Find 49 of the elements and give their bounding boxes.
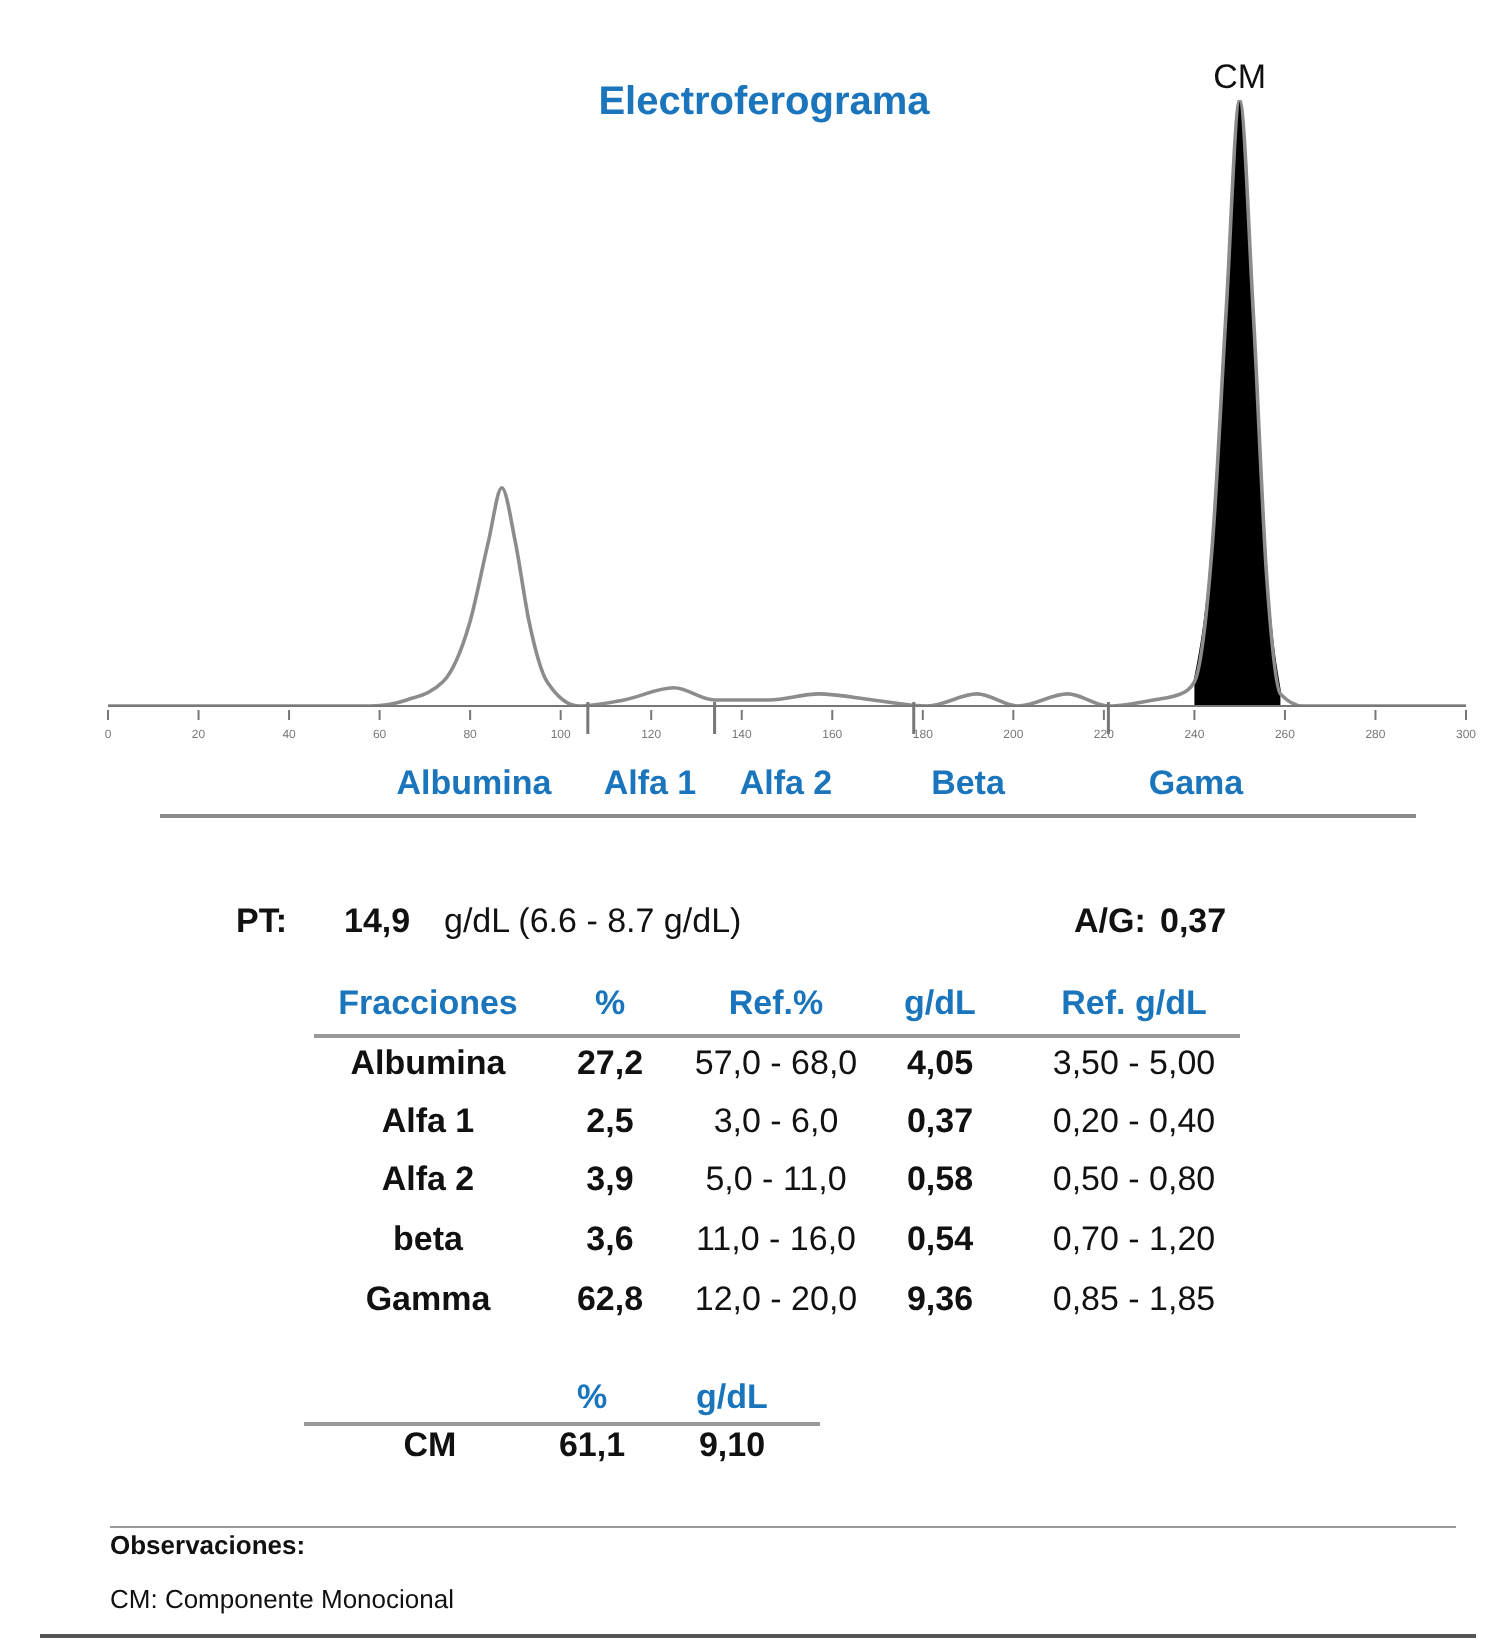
text: 11,0 - 16,0 xyxy=(695,1220,857,1258)
text: 4,05 xyxy=(906,1044,974,1082)
text: 3,0 - 6,0 xyxy=(713,1102,839,1140)
text: beta xyxy=(393,1220,463,1258)
text: Alfa 2 xyxy=(739,764,833,802)
text: PT: xyxy=(236,902,287,942)
text: 61,1 xyxy=(558,1426,626,1464)
text: Alfa 1 xyxy=(381,1102,475,1140)
text: 3,50 - 5,00 xyxy=(1052,1044,1216,1082)
text: g/dL (6.6 - 8.7 g/dL) xyxy=(444,902,742,942)
text: 0,37 xyxy=(906,1102,974,1140)
text: 3,6 xyxy=(586,1220,634,1258)
text: Gama xyxy=(1146,764,1246,804)
text: 0,54 xyxy=(906,1220,974,1258)
text: A/G: xyxy=(1074,902,1146,942)
text: Alfa 1 xyxy=(603,764,697,802)
text: 12,0 - 20,0 xyxy=(694,1280,858,1318)
text: Albumina xyxy=(396,764,552,802)
text: Albumina xyxy=(350,1044,506,1082)
text: 5,0 - 11,0 xyxy=(705,1160,847,1198)
text: Beta xyxy=(931,764,1005,802)
text: 2,5 xyxy=(586,1102,634,1140)
text: 14,9 xyxy=(344,902,411,942)
text: 57,0 - 68,0 xyxy=(694,1044,858,1082)
text: 9,10 xyxy=(698,1426,766,1464)
text: CM: Componente Monocional xyxy=(110,1584,454,1614)
text: g/dL xyxy=(696,1378,768,1416)
text: 0,58 xyxy=(906,1160,974,1198)
text: 0,70 - 1,20 xyxy=(1052,1220,1216,1258)
text: 9,36 xyxy=(906,1280,974,1318)
annotation: CM xyxy=(1213,58,1267,96)
text: 0,37 xyxy=(1160,902,1227,942)
text: 0,50 - 0,80 xyxy=(1052,1160,1216,1198)
text: Ref. g/dL xyxy=(1061,984,1207,1022)
text: g/dL xyxy=(904,984,976,1022)
chart-title: Electroferograma xyxy=(596,80,932,126)
text: 0,85 - 1,85 xyxy=(1052,1280,1216,1318)
text: % xyxy=(594,984,626,1022)
text: 3,9 xyxy=(586,1160,634,1198)
text: 0,20 - 0,40 xyxy=(1052,1102,1216,1140)
text: % xyxy=(576,1378,608,1416)
text: Ref.% xyxy=(728,984,824,1022)
text: 27,2 xyxy=(576,1044,644,1082)
text: Alfa 2 xyxy=(381,1160,475,1198)
text: 62,8 xyxy=(576,1280,644,1318)
text: Observaciones: xyxy=(110,1530,306,1560)
text: Gamma xyxy=(365,1280,491,1318)
text: Fracciones xyxy=(338,984,518,1022)
text: CM xyxy=(403,1426,457,1464)
